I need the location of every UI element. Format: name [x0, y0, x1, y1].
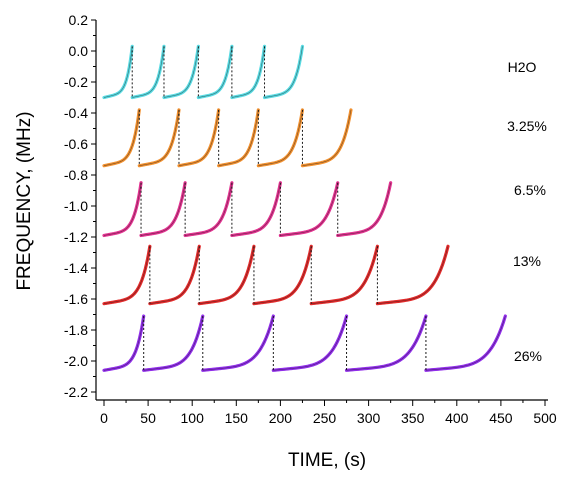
series-label: 3.25%: [507, 118, 547, 134]
series-trace: [103, 46, 303, 98]
plot-area: [102, 44, 507, 372]
y-tick-label: 0.2: [69, 12, 89, 28]
x-tick-label: 250: [313, 410, 337, 426]
series-4: [102, 314, 507, 372]
y-tick-label: -1.8: [64, 322, 88, 338]
x-tick-label: 500: [533, 410, 557, 426]
x-tick-label: 0: [100, 410, 108, 426]
axes: 0.2 0.0 -0.2 -0.4 -0.6 -0.8 -1.0 -1.2 -1.4 -1.6 -1…: [64, 12, 557, 426]
y-tick-label: -1.4: [64, 260, 88, 276]
y-tick-label: -1.0: [64, 198, 88, 214]
series-1: [102, 108, 353, 168]
x-tick-label: 300: [357, 410, 381, 426]
series-line: [102, 44, 305, 100]
series-labels: H2O 3.25% 6.5% 13% 26%: [507, 59, 547, 364]
series-trace: [103, 182, 391, 236]
y-tick-label: -0.2: [64, 74, 88, 90]
series-label: 6.5%: [514, 182, 546, 198]
series-0: [102, 44, 305, 100]
series-line: [102, 244, 450, 306]
y-axis-title: FREQUENCY, (MHz): [14, 111, 35, 290]
y-tick-label: -0.6: [64, 136, 88, 152]
x-axis-title: TIME, (s): [288, 450, 366, 471]
series-line: [102, 108, 353, 168]
y-tick-label: -0.4: [64, 105, 88, 121]
x-tick-label: 200: [269, 410, 293, 426]
x-tick-label: 350: [401, 410, 425, 426]
series-trace: [103, 109, 352, 166]
x-tick-label: 400: [445, 410, 469, 426]
y-tick-label: 0.0: [69, 43, 89, 59]
series-2: [102, 181, 393, 238]
series-label: 26%: [514, 348, 542, 364]
y-tick-label: -0.8: [64, 167, 88, 183]
y-tick-label: -2.2: [64, 384, 88, 400]
series-3: [102, 244, 450, 306]
x-tick-label: 150: [225, 410, 249, 426]
y-tick-label: -1.6: [64, 291, 88, 307]
y-tick-label: -1.2: [64, 229, 88, 245]
drop-line: [131, 46, 266, 98]
series-line: [102, 181, 393, 238]
drop-line: [149, 246, 378, 304]
series-label: H2O: [508, 59, 537, 75]
series-line: [102, 314, 507, 372]
series-label: 13%: [513, 253, 541, 269]
series-trace: [103, 246, 449, 304]
x-tick-label: 450: [489, 410, 513, 426]
x-tick-label: 100: [181, 410, 205, 426]
series-trace: [103, 315, 506, 371]
x-tick-label: 50: [140, 410, 156, 426]
y-tick-label: -2.0: [64, 353, 88, 369]
drop-line: [143, 316, 427, 371]
